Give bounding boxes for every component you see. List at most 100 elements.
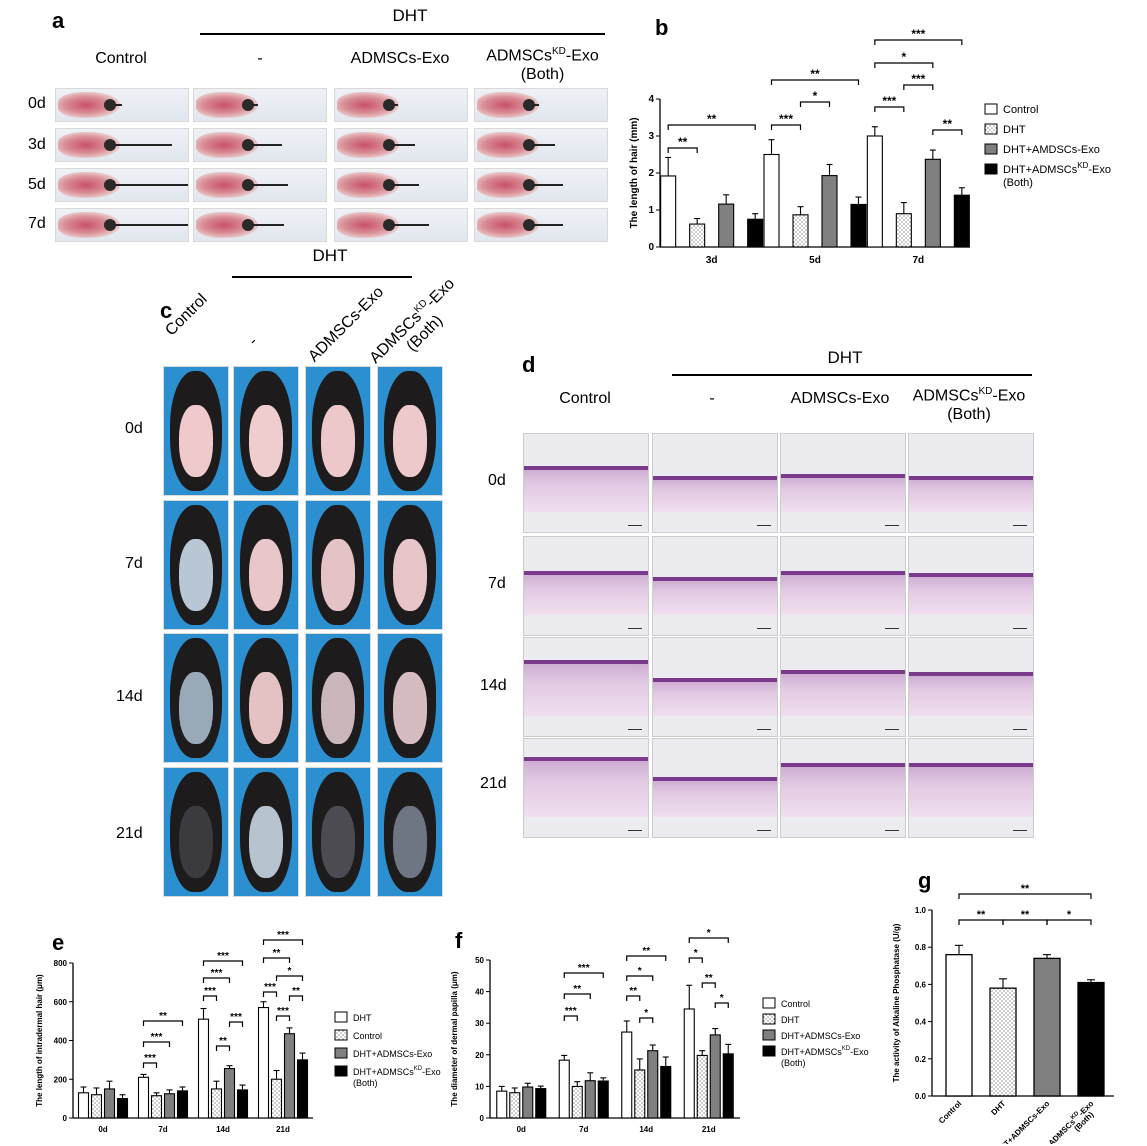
significance-label: **	[810, 67, 820, 81]
legend-label: DHT	[1003, 124, 1026, 136]
hair-follicle-photo	[334, 88, 468, 122]
histology-section	[652, 738, 778, 838]
epidermis-layer	[524, 466, 648, 470]
significance-label: **	[629, 986, 637, 997]
panel-c-label: c	[160, 298, 173, 323]
panel-a-col-both: ADMSCsKD-Exo (Both)	[470, 42, 615, 84]
significance-label: ***	[277, 1006, 289, 1017]
shaved-area	[321, 539, 355, 611]
panel-a-label: a	[52, 8, 65, 33]
hair-follicle-photo	[55, 168, 189, 202]
legend-label-line2: (Both)	[353, 1078, 378, 1088]
legend-label-line2: (Both)	[781, 1058, 806, 1068]
bar	[1033, 957, 1061, 1097]
x-tick-label: 0d	[98, 1125, 107, 1134]
y-tick-label: 40	[475, 988, 484, 997]
significance-label: ***	[911, 72, 925, 86]
hair-bulb	[104, 99, 116, 111]
hair-shaft	[393, 184, 419, 186]
y-tick-label: 1	[648, 205, 654, 216]
panel-d-col-both-tail: -Exo	[992, 387, 1026, 405]
histology-section	[523, 637, 649, 737]
hair-shaft	[393, 224, 429, 226]
scale-bar	[1013, 729, 1027, 730]
histology-section	[780, 637, 906, 737]
histology-section	[523, 536, 649, 636]
legend-swatch	[762, 1029, 776, 1041]
significance-bracket	[202, 960, 244, 966]
scale-bar	[885, 525, 899, 526]
legend-label: DHT+ADMSCs-Exo	[353, 1049, 432, 1059]
significance-label: **	[642, 946, 650, 957]
significance-bracket	[701, 982, 716, 988]
bar	[150, 1095, 163, 1119]
shaved-area	[393, 806, 427, 878]
hair-bulb	[242, 219, 254, 231]
y-tick-label: 0	[480, 1114, 485, 1123]
y-tick-label: 50	[475, 956, 484, 965]
significance-bracket	[639, 1017, 654, 1023]
hair-bulb	[242, 139, 254, 151]
bar	[223, 1068, 236, 1119]
histology-section	[780, 536, 906, 636]
significance-label: ***	[217, 951, 229, 962]
significance-label: **	[219, 1036, 227, 1047]
histology-section	[908, 637, 1034, 737]
significance-bracket	[262, 991, 278, 997]
panel-a-row-5d: 5d	[28, 176, 46, 193]
scale-bar	[628, 525, 642, 526]
significance-label: *	[1067, 909, 1072, 921]
hair-bulb	[104, 139, 116, 151]
panel-a-dht-bracket	[200, 33, 605, 35]
panel-d-dht-label: DHT	[827, 348, 863, 367]
bar	[634, 1069, 646, 1119]
hair-shaft	[393, 144, 415, 146]
significance-label: ***	[144, 1053, 156, 1064]
dermis-layer	[781, 474, 905, 512]
panel-d-col-control: Control	[559, 390, 611, 407]
significance-label: ***	[264, 982, 276, 993]
significance-bracket	[626, 955, 667, 961]
histology-section	[652, 536, 778, 636]
significance-bracket	[688, 957, 703, 963]
hair-follicle-photo	[334, 208, 468, 242]
panel-b-chart: 0 1 2 3 4 The length of hair (mm) 3d 5d 7d Contro…	[629, 27, 1111, 266]
scale-bar	[757, 830, 771, 831]
hair-bulb	[383, 179, 395, 191]
hair-bulb	[383, 99, 395, 111]
significance-label: ***	[578, 963, 590, 974]
significance-label: *	[901, 50, 906, 64]
significance-bracket	[770, 79, 860, 85]
significance-bracket	[932, 129, 963, 135]
hair-follicle-photo	[474, 208, 608, 242]
histology-section	[908, 433, 1034, 533]
bar	[236, 1089, 249, 1119]
histology-section	[780, 433, 906, 533]
panel-d-col-both-sup: KD	[978, 386, 993, 397]
x-tick-label: 21d	[276, 1125, 290, 1134]
y-tick-label: 0.4	[915, 1018, 927, 1027]
bar	[270, 1078, 283, 1119]
significance-label: ***	[230, 1012, 242, 1023]
bar	[137, 1076, 150, 1119]
bar	[197, 1018, 210, 1119]
significance-label: **	[707, 112, 717, 126]
bar	[792, 214, 809, 248]
significance-label: ***	[204, 986, 216, 997]
bar	[296, 1059, 309, 1119]
y-tick-label: 30	[475, 1019, 484, 1028]
bar	[77, 1092, 90, 1119]
significance-bracket	[275, 1015, 291, 1021]
significance-bracket	[958, 893, 1092, 899]
hair-shaft	[393, 104, 398, 106]
significance-bracket	[626, 995, 641, 1001]
significance-bracket	[202, 977, 231, 983]
dermis-layer	[524, 660, 648, 716]
bar	[647, 1050, 659, 1119]
bar	[210, 1088, 223, 1119]
dermis-layer	[653, 476, 777, 512]
dermis-layer	[653, 777, 777, 817]
panel-a-row-7d: 7d	[28, 215, 46, 232]
epidermis-layer	[524, 571, 648, 575]
legend-swatch	[334, 1029, 348, 1041]
